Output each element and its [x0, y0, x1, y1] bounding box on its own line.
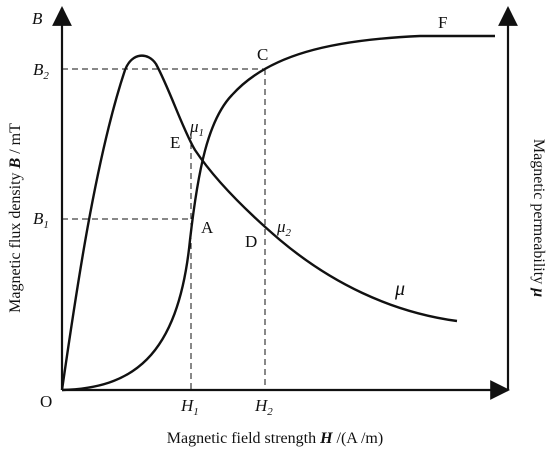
- point-d: D: [245, 232, 257, 251]
- bh-curve: [61, 34, 495, 392]
- y-left-axis-title: Magnetic flux density B / mT: [7, 123, 24, 313]
- mu-curve-label: μ: [394, 278, 405, 300]
- point-e: E: [170, 133, 180, 152]
- y-right-axis-title: Magnetic permeability μ: [530, 139, 547, 297]
- guide-lines: [62, 68, 266, 390]
- point-c: C: [257, 45, 268, 64]
- point-a: A: [201, 218, 214, 237]
- x-axis-title: Magnetic field strength H /(A /m): [167, 430, 383, 447]
- tick-h1: H1: [180, 396, 199, 418]
- tick-h2: H2: [254, 396, 273, 418]
- y-axis-symbol: B: [32, 9, 43, 28]
- point-mu1: μ1: [189, 117, 204, 139]
- mu-curve: [60, 54, 458, 391]
- tick-b1: B1: [33, 209, 49, 231]
- point-f: F: [438, 13, 447, 32]
- tick-b2: B2: [33, 60, 49, 82]
- point-mu2: μ2: [276, 217, 292, 239]
- origin-label: O: [40, 392, 52, 411]
